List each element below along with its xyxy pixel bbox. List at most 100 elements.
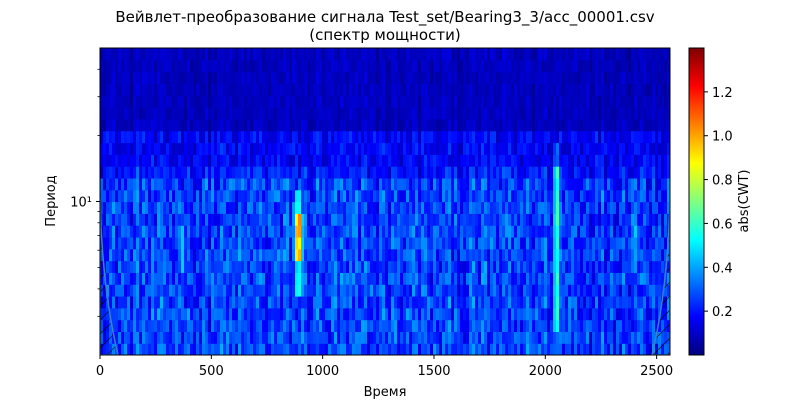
heatmap-cell [112, 272, 116, 285]
heatmap-cell [193, 59, 197, 73]
heatmap-cell [433, 213, 437, 226]
heatmap-cell [322, 59, 326, 73]
heatmap-cell [184, 130, 188, 144]
heatmap-cell [601, 189, 605, 203]
heatmap-cell [211, 142, 215, 155]
heatmap-cell [391, 107, 395, 120]
heatmap-cell [337, 59, 341, 73]
heatmap-cell [301, 307, 305, 321]
heatmap-cell [643, 284, 647, 297]
heatmap-cell [256, 272, 260, 285]
heatmap-cell [436, 189, 440, 203]
heatmap-cell [442, 154, 446, 167]
heatmap-cell [157, 189, 161, 203]
heatmap-cell [484, 118, 488, 132]
heatmap-cell [433, 225, 437, 238]
heatmap-cell [508, 295, 512, 309]
heatmap-cell [493, 272, 497, 285]
heatmap-cell [226, 130, 230, 144]
heatmap-cell [340, 177, 344, 191]
heatmap-cell [250, 331, 254, 344]
heatmap-cell [112, 154, 116, 167]
heatmap-cell [412, 130, 416, 144]
heatmap-cell [622, 201, 626, 214]
heatmap-cell [610, 260, 614, 273]
heatmap-cell [493, 118, 497, 132]
heatmap-cell [283, 307, 287, 321]
heatmap-cell [181, 295, 185, 309]
heatmap-cell [658, 71, 662, 85]
heatmap-cell [331, 225, 335, 238]
heatmap-cell [532, 236, 536, 250]
heatmap-cell [418, 284, 422, 297]
heatmap-cell [628, 331, 632, 344]
heatmap-cell [376, 201, 380, 214]
heatmap-cell [193, 295, 197, 309]
heatmap-cell [601, 248, 605, 262]
heatmap-cell [340, 201, 344, 214]
heatmap-cell [520, 130, 524, 144]
heatmap-cell [190, 213, 194, 226]
heatmap-cell [583, 272, 587, 285]
heatmap-cell [358, 201, 362, 214]
heatmap-cell [511, 343, 515, 355]
heatmap-cell [490, 189, 494, 203]
heatmap-cell [271, 107, 275, 120]
heatmap-cell [130, 295, 134, 309]
heatmap-cell [505, 118, 509, 132]
heatmap-cell [571, 295, 575, 309]
heatmap-cell [475, 225, 479, 238]
heatmap-cell [370, 59, 374, 73]
heatmap-cell [316, 118, 320, 132]
heatmap-cell [454, 319, 458, 332]
heatmap-cell [556, 189, 560, 203]
heatmap-cell [436, 307, 440, 321]
heatmap-cell [145, 95, 149, 108]
heatmap-cell [361, 71, 365, 85]
heatmap-cell [328, 225, 332, 238]
heatmap-cell [415, 307, 419, 321]
heatmap-cell [340, 225, 344, 238]
heatmap-cell [223, 319, 227, 332]
heatmap-cell [625, 343, 629, 355]
heatmap-cell [226, 319, 230, 332]
heatmap-cell [469, 236, 473, 250]
heatmap-cell [406, 260, 410, 273]
heatmap-cell [367, 107, 371, 120]
heatmap-cell [454, 343, 458, 355]
heatmap-cell [229, 236, 233, 250]
heatmap-cell [613, 343, 617, 355]
heatmap-cell [232, 177, 236, 191]
heatmap-cell [460, 48, 464, 61]
heatmap-cell [529, 142, 533, 155]
heatmap-cell [226, 201, 230, 214]
heatmap-cell [460, 213, 464, 226]
heatmap-cell [325, 213, 329, 226]
heatmap-cell [259, 307, 263, 321]
heatmap-cell [211, 260, 215, 273]
heatmap-cell [289, 331, 293, 344]
heatmap-cell [505, 83, 509, 96]
heatmap-cell [202, 319, 206, 332]
heatmap-cell [478, 307, 482, 321]
heatmap-cell [115, 284, 119, 297]
heatmap-cell [664, 48, 668, 61]
heatmap-cell [142, 295, 146, 309]
heatmap-cell [316, 166, 320, 179]
heatmap-cell [310, 260, 314, 273]
heatmap-cell [517, 130, 521, 144]
heatmap-cell [163, 343, 167, 355]
heatmap-cell [607, 248, 611, 262]
heatmap-cell [361, 189, 365, 203]
heatmap-cell [340, 130, 344, 144]
heatmap-cell [169, 83, 173, 96]
heatmap-cell [166, 236, 170, 250]
heatmap-cell [148, 142, 152, 155]
heatmap-cell [589, 142, 593, 155]
heatmap-cell [262, 83, 266, 96]
heatmap-cell [151, 107, 155, 120]
heatmap-cell [652, 225, 656, 238]
heatmap-cell [586, 284, 590, 297]
heatmap-cell [364, 272, 368, 285]
heatmap-cell [322, 225, 326, 238]
